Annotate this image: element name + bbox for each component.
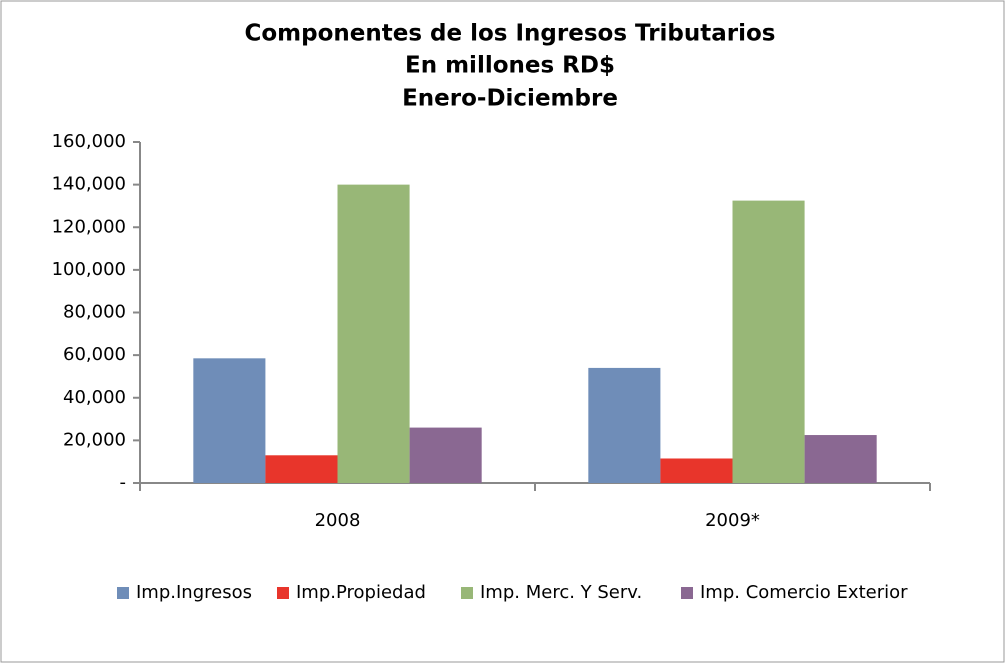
legend-label: Imp. Comercio Exterior — [700, 582, 908, 603]
chart-subtitle: En millones RD$ — [405, 53, 615, 79]
legend-marker — [277, 587, 289, 599]
bar — [409, 427, 482, 483]
y-tick-label: 100,000 — [52, 259, 126, 280]
bar — [337, 184, 410, 483]
y-tick-label: 120,000 — [52, 216, 126, 237]
legend-marker — [681, 587, 693, 599]
bar — [660, 458, 733, 483]
bar — [193, 358, 266, 483]
legend-marker — [117, 587, 129, 599]
y-tick-label: 40,000 — [63, 387, 126, 408]
bar — [804, 435, 877, 483]
bar — [588, 367, 661, 483]
legend-label: Imp. Merc. Y Serv. — [480, 582, 642, 603]
chart-title: Componentes de los Ingresos Tributarios — [245, 21, 776, 47]
y-tick-label: 60,000 — [63, 344, 126, 365]
legend-marker — [461, 587, 473, 599]
bar — [732, 200, 805, 483]
y-tick-label: - — [120, 472, 127, 493]
legend-label: Imp.Propiedad — [296, 582, 426, 603]
x-tick-label: 2009* — [705, 510, 760, 531]
bar — [265, 455, 338, 483]
x-tick-label: 2008 — [315, 510, 361, 531]
legend-label: Imp.Ingresos — [136, 582, 252, 603]
chart-subtitle: Enero-Diciembre — [402, 86, 618, 112]
y-tick-label: 140,000 — [52, 174, 126, 195]
y-tick-label: 160,000 — [52, 131, 126, 152]
y-tick-label: 80,000 — [63, 302, 126, 323]
y-tick-label: 20,000 — [63, 429, 126, 450]
